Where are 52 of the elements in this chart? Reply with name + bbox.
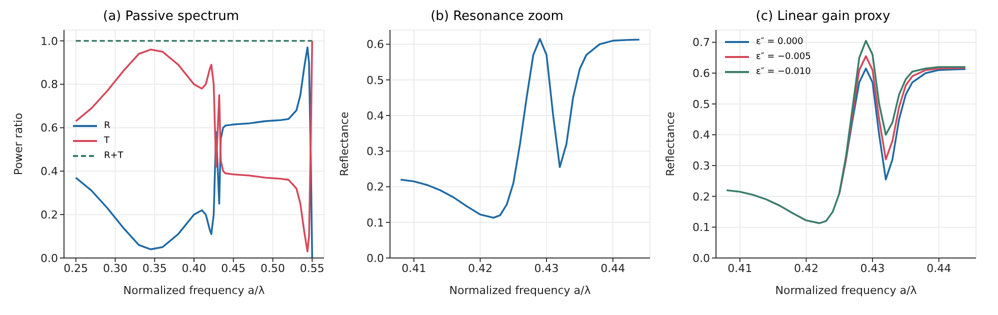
- y-tick-label: 0.3: [366, 145, 384, 158]
- y-tick-label: 0.5: [366, 74, 384, 87]
- x-tick-label: 0.41: [728, 262, 752, 275]
- x-tick-label: 0.42: [468, 262, 492, 275]
- y-tick-label: 0.7: [692, 36, 710, 50]
- x-tick-label: 0.55: [300, 262, 324, 275]
- y-tick-label: 0.1: [366, 216, 384, 230]
- y-tick-label: 0.2: [366, 180, 384, 194]
- y-tick-label: 0.4: [692, 128, 710, 142]
- y-tick-label: 0.2: [40, 208, 58, 222]
- y-axis-title: Reflectance: [338, 112, 351, 176]
- chart-title: (a) Passive spectrum: [102, 8, 240, 26]
- y-tick-label: 0.6: [40, 122, 58, 135]
- chart-title: (c) Linear gain proxy: [754, 8, 892, 26]
- x-axis-title: Normalized frequency a/λ: [775, 284, 918, 297]
- x-tick-label: 0.30: [102, 262, 128, 275]
- legend-label: ε″ = −0.010: [756, 66, 811, 76]
- x-tick-label: 0.45: [221, 262, 246, 275]
- x-tick-label: 0.43: [534, 262, 559, 275]
- y-tick-label: 0.2: [692, 190, 710, 204]
- y-tick-label: 0.0: [40, 252, 58, 265]
- y-tick-label: 0.3: [692, 159, 710, 172]
- legend-label: ε″ = 0.000: [756, 36, 804, 46]
- x-tick-label: 0.25: [64, 262, 88, 275]
- y-axis-title: Power ratio: [12, 112, 25, 176]
- legend-label: T: [104, 136, 110, 146]
- y-tick-label: 0.4: [40, 165, 58, 178]
- y-tick-label: 0.8: [40, 78, 58, 92]
- x-tick-label: 0.41: [402, 262, 426, 275]
- y-tick-label: 0.5: [692, 98, 710, 111]
- legend-label: R: [104, 120, 110, 130]
- line-series: [400, 38, 640, 219]
- y-tick-label: 1.0: [40, 34, 58, 48]
- y-tick-label: 0.4: [366, 109, 384, 122]
- legend-label: R+T: [104, 150, 124, 160]
- y-tick-label: 0.6: [366, 38, 384, 52]
- y-tick-label: 0.0: [366, 252, 384, 265]
- x-tick-label: 0.44: [600, 262, 626, 275]
- x-tick-label: 0.44: [926, 262, 952, 275]
- y-tick-label: 0.6: [692, 67, 710, 80]
- chart-title: (b) Resonance zoom: [430, 8, 564, 26]
- x-tick-label: 0.50: [260, 262, 286, 275]
- y-tick-label: 0.0: [692, 252, 710, 265]
- x-axis-title: Normalized frequency a/λ: [123, 284, 266, 297]
- x-tick-label: 0.43: [860, 262, 885, 275]
- x-tick-label: 0.42: [794, 262, 818, 275]
- x-tick-label: 0.40: [182, 262, 206, 275]
- y-axis-title: Reflectance: [664, 112, 677, 176]
- x-axis-title: Normalized frequency a/λ: [449, 284, 592, 297]
- legend-label: ε″ = −0.005: [756, 52, 811, 62]
- y-tick-label: 0.1: [692, 221, 710, 234]
- x-tick-label: 0.35: [142, 262, 167, 275]
